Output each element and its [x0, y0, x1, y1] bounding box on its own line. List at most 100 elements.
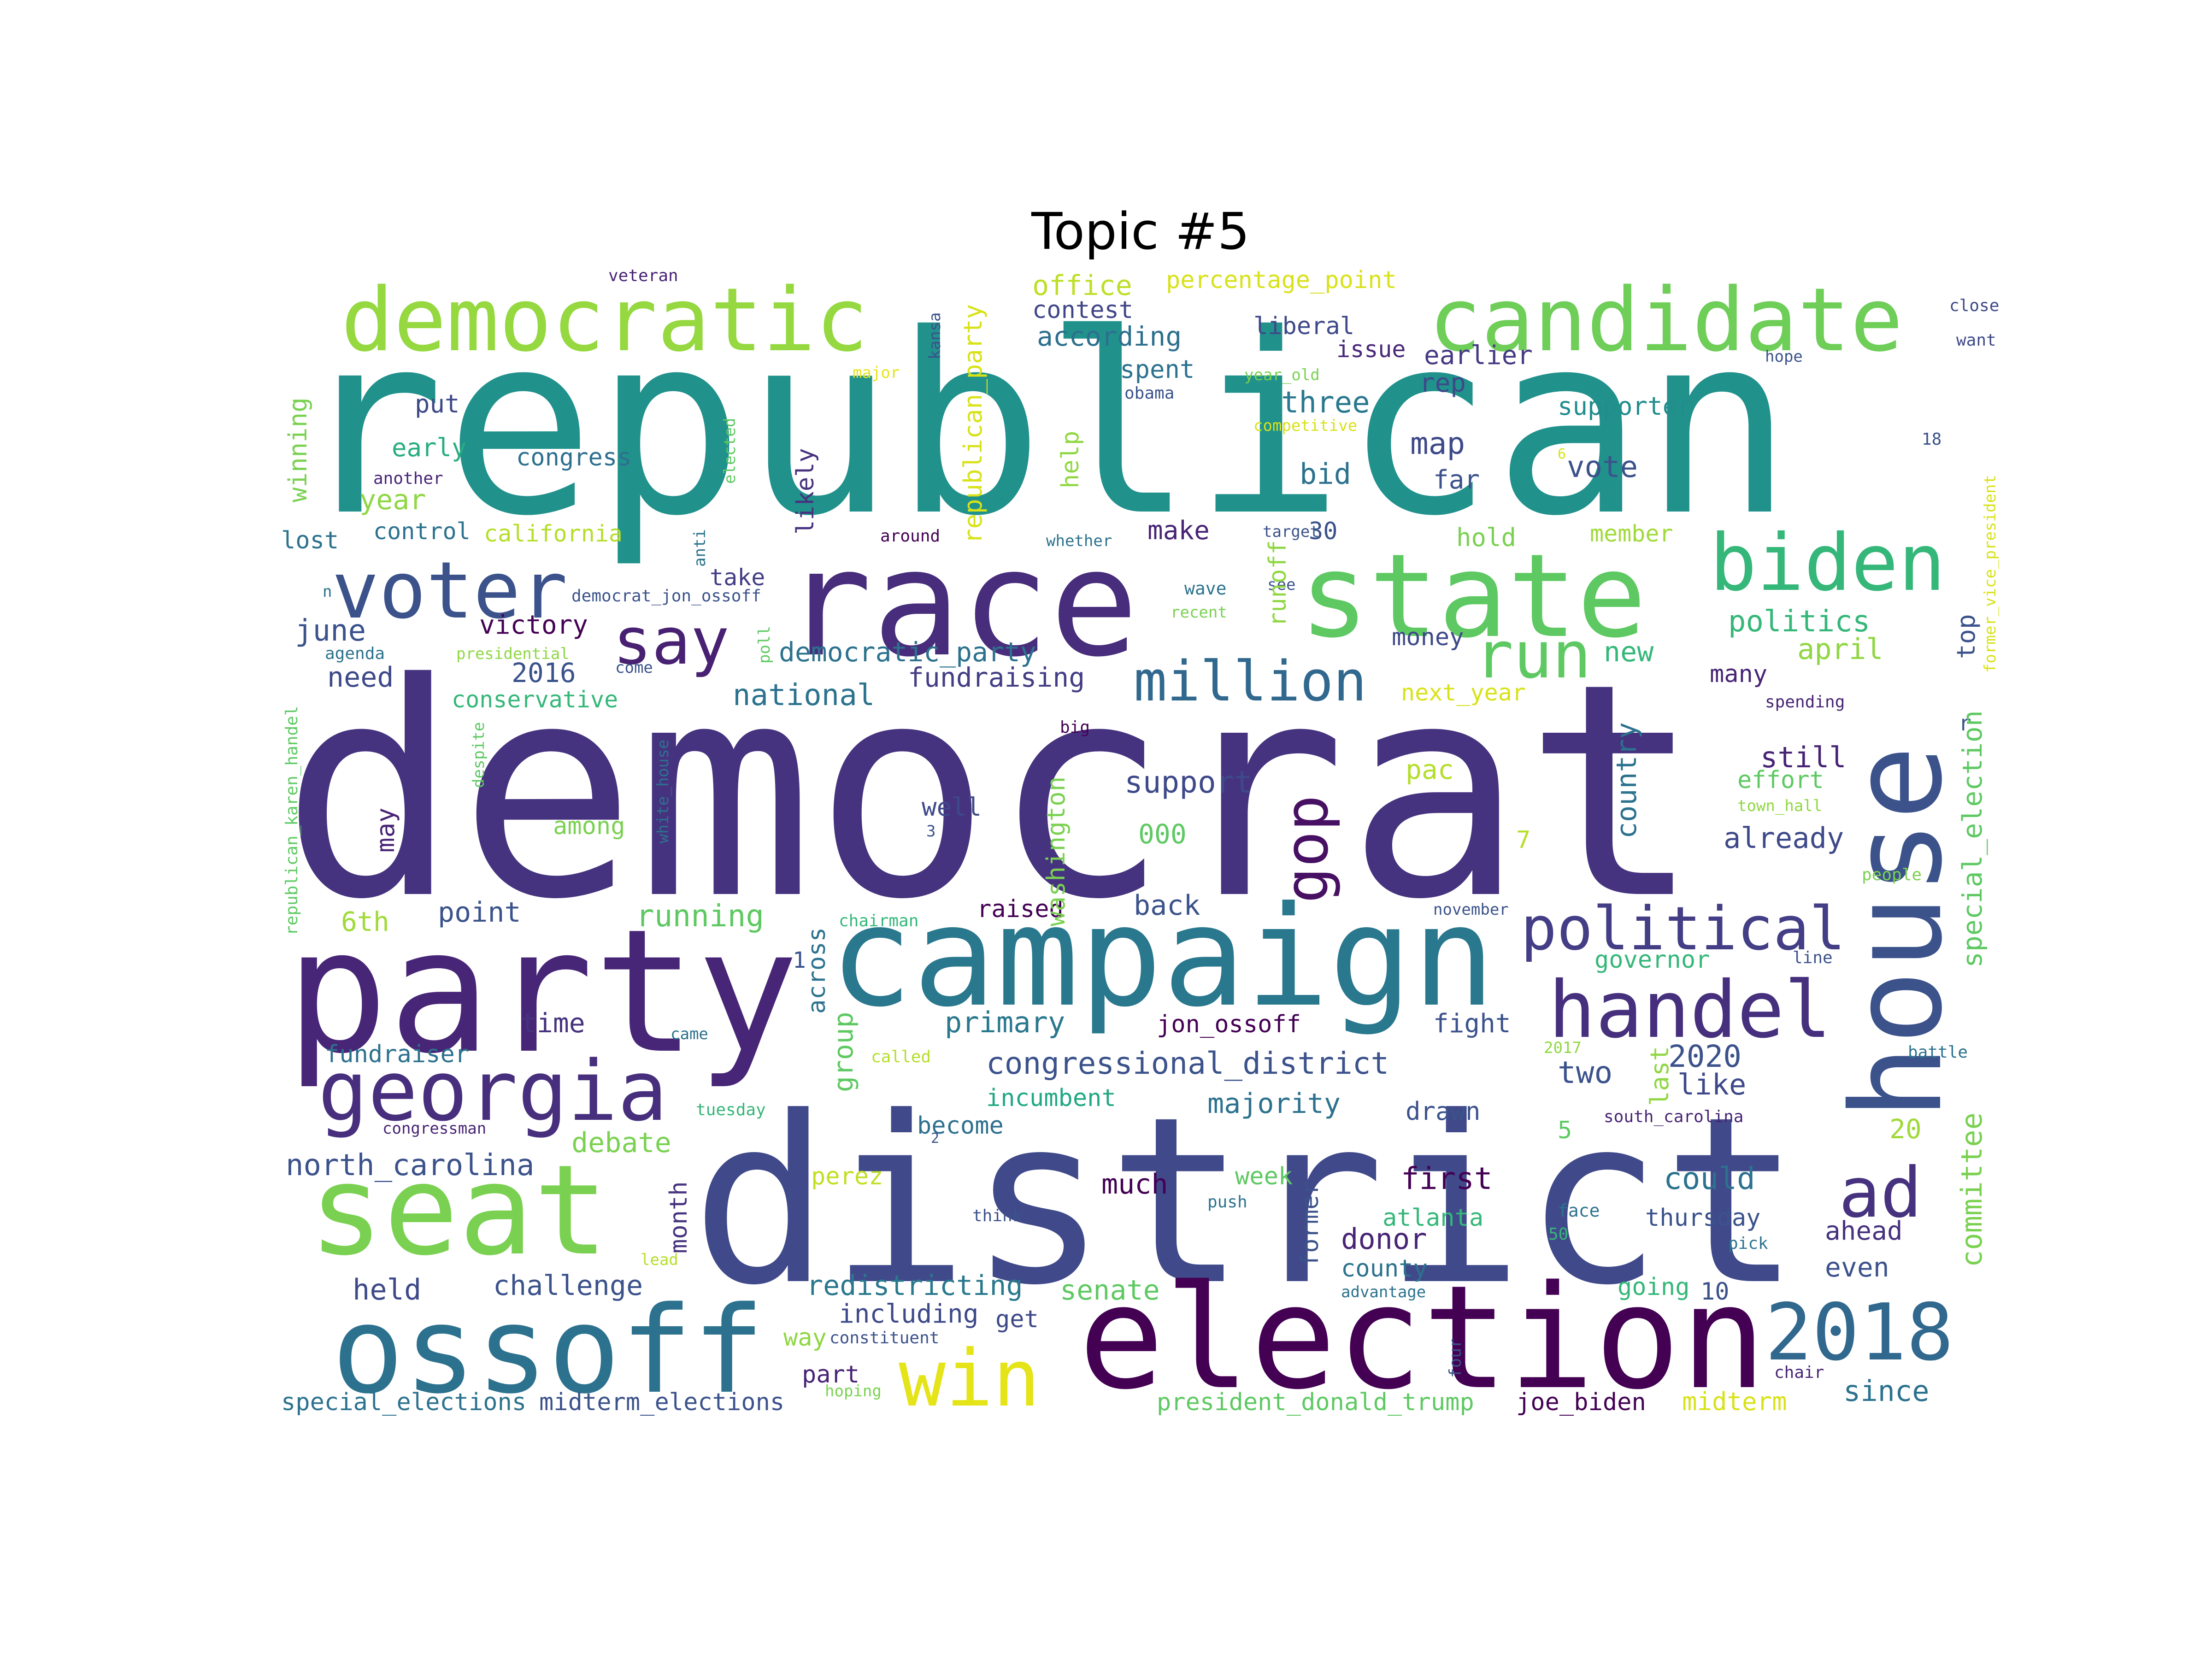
word-chair: chair	[1774, 1363, 1824, 1382]
word-liberal: liberal	[1253, 312, 1354, 340]
word-push: push	[1207, 1193, 1247, 1212]
word-may: may	[371, 807, 400, 853]
word-veteran: veteran	[608, 266, 678, 285]
word-6: 6	[1558, 446, 1566, 462]
word-vote: vote	[1567, 450, 1638, 484]
word-republican-party: republican_party	[959, 304, 988, 544]
word-california: california	[484, 520, 623, 547]
word-run: run	[1475, 618, 1591, 693]
word-going: going	[1618, 1273, 1690, 1301]
word-four: four	[1446, 1338, 1465, 1378]
word-year-old: year_old	[1244, 366, 1320, 384]
word-held: held	[353, 1273, 421, 1306]
word-kansa: kansa	[926, 312, 944, 359]
word-county: county	[1341, 1255, 1428, 1282]
word-state: state	[1300, 529, 1647, 663]
word-support: support	[1124, 765, 1253, 800]
word-last: last	[1645, 1046, 1674, 1106]
word-political: political	[1521, 894, 1845, 964]
word-7: 7	[1516, 826, 1530, 854]
word-50: 50	[1548, 1225, 1568, 1244]
word-country: country	[1611, 722, 1643, 839]
word-former-vice-president: former_vice_president	[1981, 475, 2000, 673]
word-likely: likely	[792, 448, 819, 535]
word-georgia: georgia	[318, 1043, 668, 1140]
word-even: even	[1825, 1252, 1889, 1283]
word-constituent: constituent	[830, 1329, 939, 1347]
word-anti: anti	[691, 529, 709, 567]
word-including: including	[839, 1299, 978, 1329]
word-top: top	[1952, 614, 1981, 659]
word-advantage: advantage	[1341, 1283, 1426, 1301]
word-competitive: competitive	[1253, 417, 1357, 435]
word-april: april	[1797, 632, 1883, 666]
word-white-house: white_house	[654, 740, 672, 843]
word-first: first	[1401, 1161, 1493, 1196]
word-jon-ossoff: jon_ossoff	[1157, 1011, 1301, 1038]
word-governor: governor	[1594, 946, 1710, 974]
word-midterm-elections: midterm_elections	[539, 1388, 784, 1416]
word-2017: 2017	[1544, 1039, 1582, 1057]
word-agenda: agenda	[325, 644, 385, 663]
word-map: map	[1410, 426, 1465, 461]
word-well: well	[922, 793, 982, 822]
word-say: say	[613, 604, 729, 679]
word-member: member	[1590, 520, 1673, 547]
word-south-carolina: south_carolina	[1604, 1107, 1743, 1126]
word-washington: washington	[1041, 777, 1071, 926]
word-line: line	[1793, 948, 1833, 967]
word-thursday: thursday	[1645, 1204, 1760, 1232]
word-18: 18	[1922, 430, 1941, 449]
word-million: million	[1134, 650, 1367, 714]
word-come: come	[615, 659, 653, 677]
word-get: get	[995, 1306, 1039, 1333]
word-runoff: runoff	[1264, 540, 1292, 627]
word-handel: handel	[1548, 965, 1831, 1056]
word-3: 3	[926, 822, 935, 841]
word-poll: poll	[755, 626, 774, 664]
word-point: point	[438, 896, 521, 929]
word-2018: 2018	[1765, 1287, 1953, 1378]
word-lead: lead	[641, 1251, 678, 1269]
word-congressman: congressman	[382, 1119, 486, 1138]
word-obama: obama	[1124, 384, 1174, 403]
word-biden: biden	[1710, 518, 1946, 609]
word-came: came	[671, 1025, 708, 1043]
word-need: need	[327, 661, 394, 694]
word-hope: hope	[1765, 347, 1803, 366]
word-far: far	[1433, 465, 1480, 495]
chart-title: Topic #5	[1031, 202, 1250, 261]
word-president-donald-trump: president_donald_trump	[1157, 1388, 1474, 1416]
word-three: three	[1281, 386, 1370, 420]
word-6th: 6th	[341, 906, 389, 937]
word-challenge: challenge	[493, 1270, 643, 1302]
word-national: national	[733, 678, 875, 712]
word-hold: hold	[1456, 523, 1516, 552]
word-hoping: hoping	[825, 1382, 882, 1400]
word-effort: effort	[1737, 766, 1824, 794]
word-debate: debate	[571, 1127, 671, 1159]
word-rep: rep	[1419, 368, 1466, 398]
word-way: way	[783, 1324, 827, 1352]
word-fight: fight	[1433, 1009, 1511, 1039]
word-make: make	[1147, 516, 1210, 546]
word-percentage-point: percentage_point	[1166, 266, 1397, 294]
word-republican-karen-handel: republican_karen_handel	[282, 706, 301, 936]
word-win: win	[899, 1333, 1040, 1424]
word-democratic: democratic	[341, 269, 868, 371]
word-june: june	[295, 614, 366, 648]
word-office: office	[1032, 270, 1132, 302]
word-race: race	[783, 518, 1139, 689]
word-much: much	[1101, 1168, 1168, 1200]
word-group: group	[828, 1012, 859, 1092]
word-think: think	[972, 1206, 1023, 1225]
word-elected: elected	[721, 418, 739, 484]
word-another: another	[373, 469, 443, 488]
word-30: 30	[1309, 518, 1338, 545]
word-already: already	[1724, 821, 1844, 855]
word-perez: perez	[811, 1163, 883, 1190]
word-midterm: midterm	[1682, 1387, 1787, 1416]
word-battle: battle	[1908, 1043, 1968, 1062]
word-called: called	[871, 1047, 931, 1066]
